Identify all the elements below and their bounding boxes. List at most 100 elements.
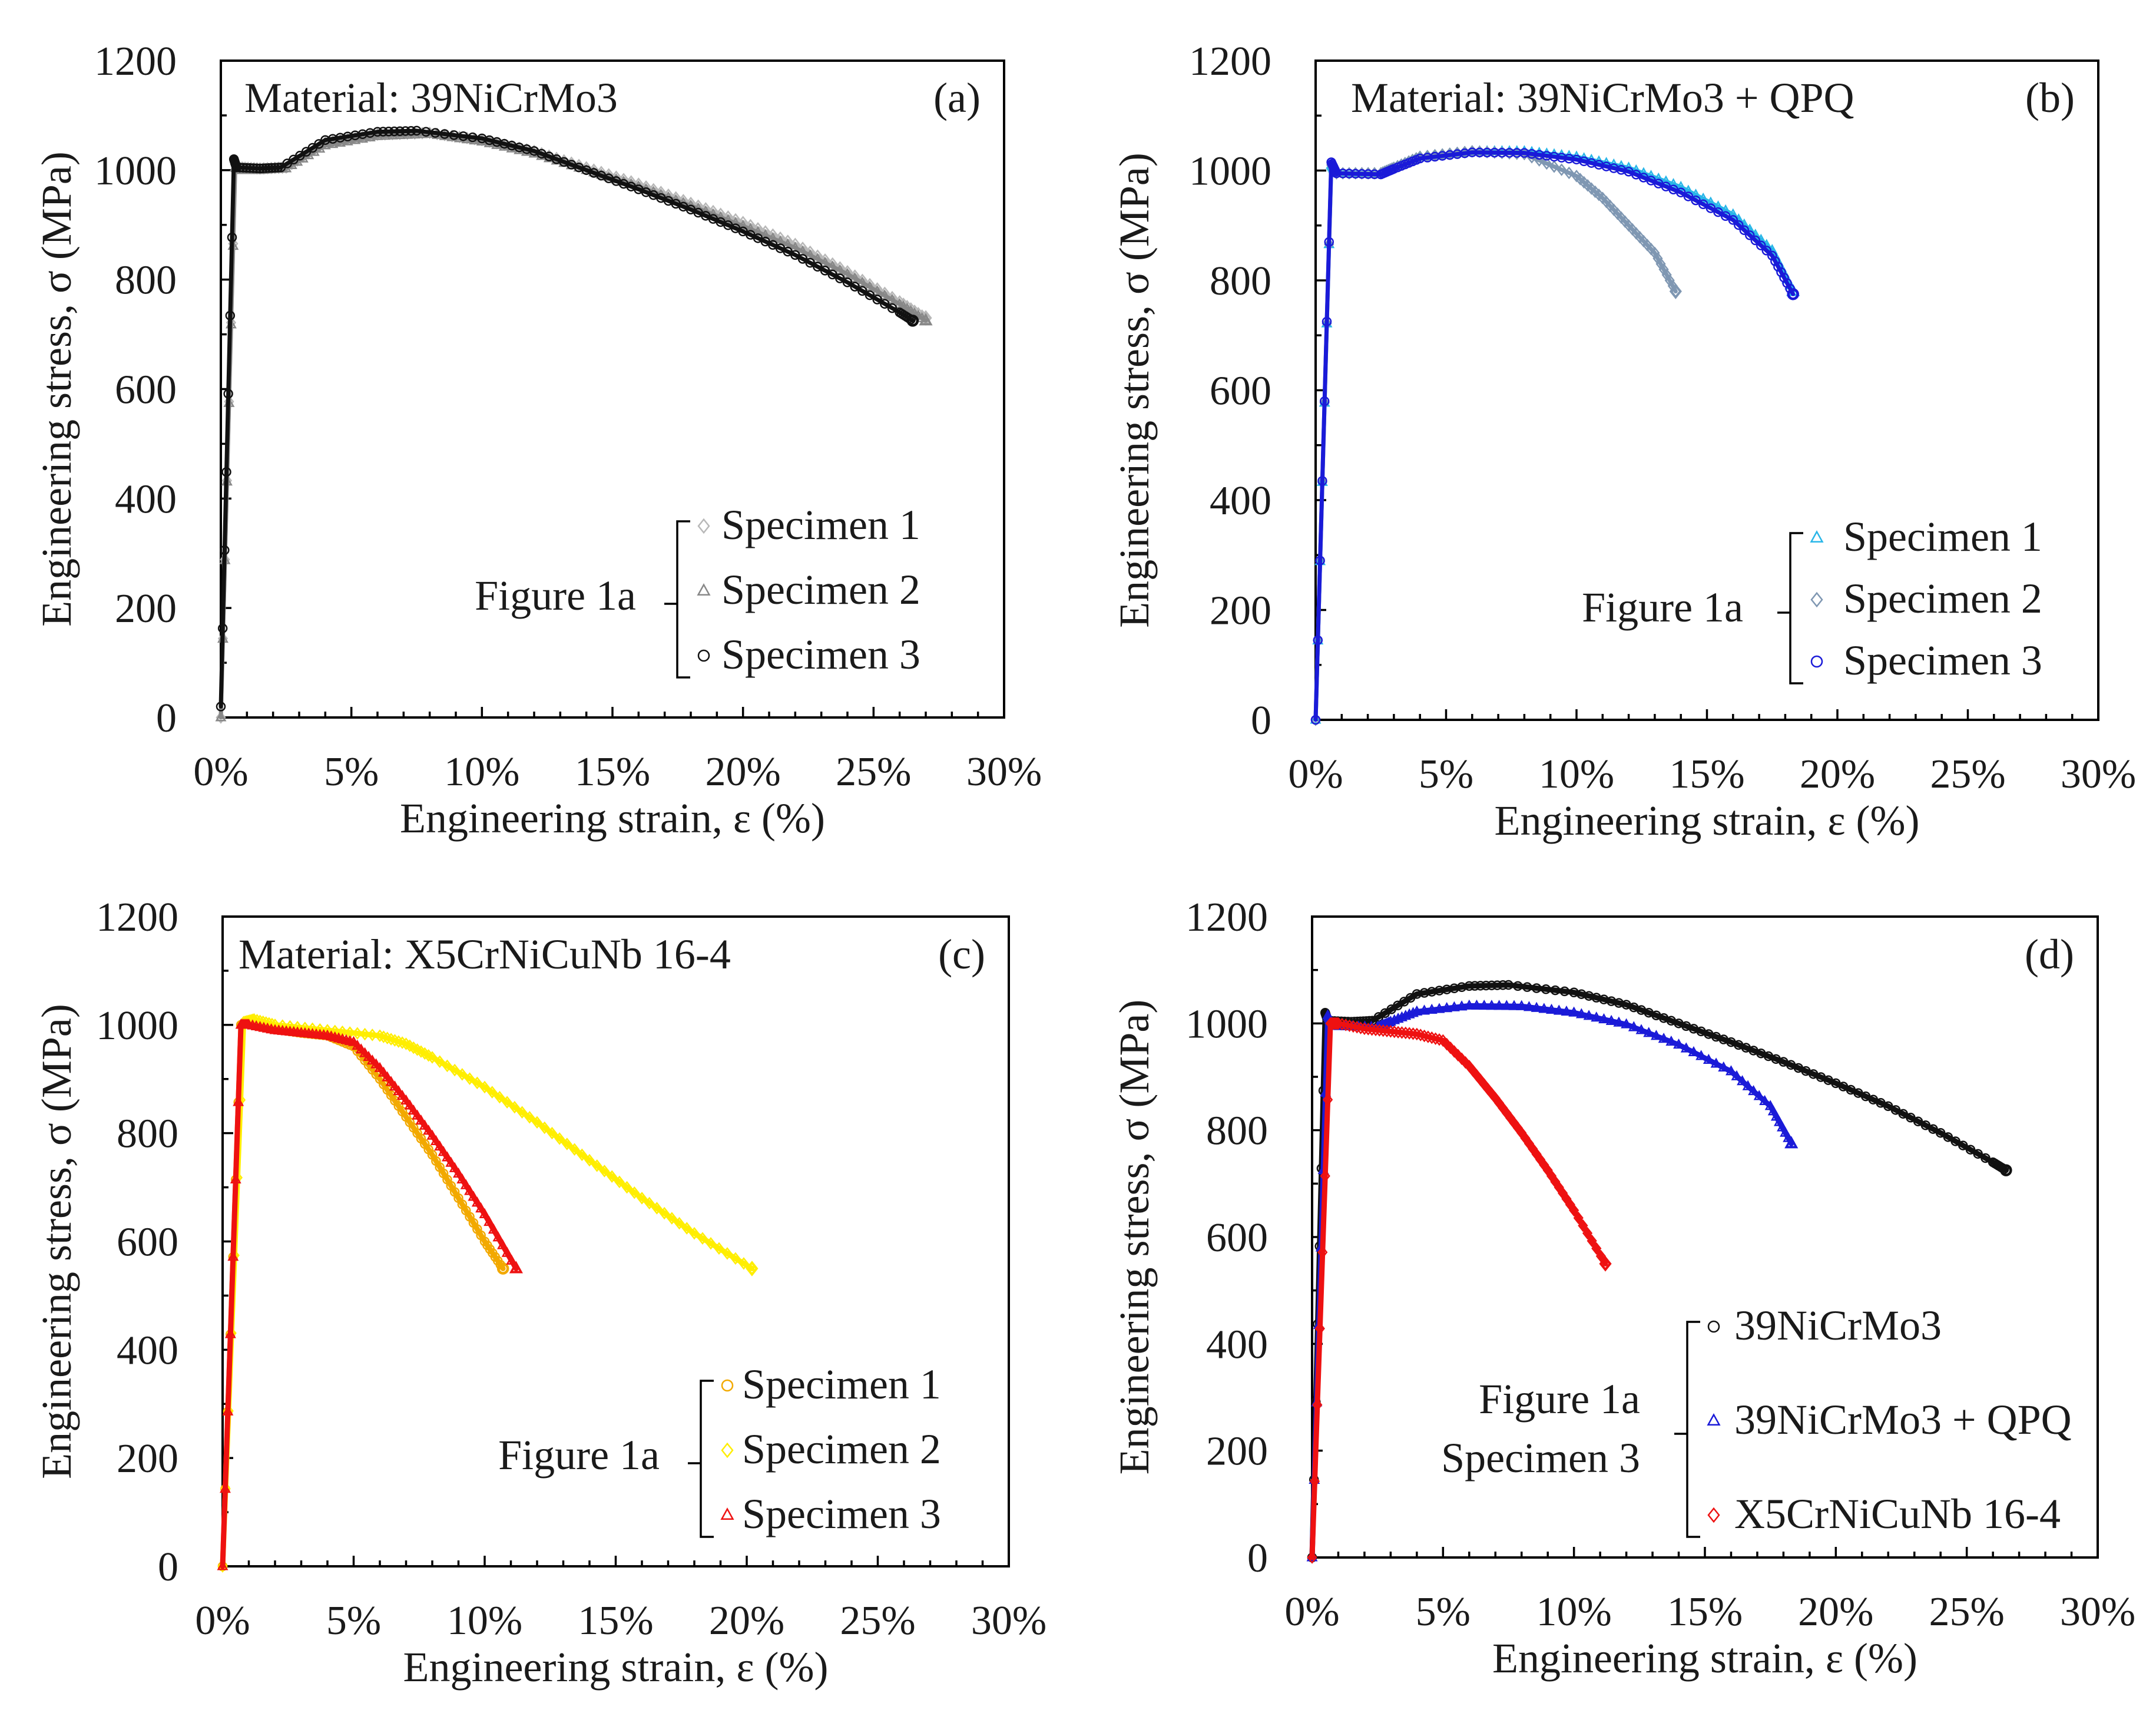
legend: Figure 1a Specimen 1 Specimen 2 Specimen 3 (498, 1361, 941, 1538)
data-point (400, 126, 410, 136)
y-tick-label: 400 (117, 1328, 178, 1373)
data-point (592, 1159, 602, 1172)
data-point (372, 127, 383, 137)
data-point (492, 1231, 504, 1242)
data-point (1357, 168, 1367, 179)
data-point (1935, 1127, 1946, 1138)
data-point (231, 162, 241, 173)
data-point (1317, 1246, 1328, 1259)
chart-d-svg: 0 200 400 600 800 1000 1200 0% 5% 10% 15% 20% 25% 30%… (1111, 895, 2135, 1682)
data-point (1489, 147, 1500, 158)
data-point (1333, 1017, 1344, 1030)
data-point (1322, 316, 1332, 327)
data-point (1776, 267, 1786, 277)
data-point (435, 1055, 445, 1068)
y-tick-label: 1000 (1189, 149, 1271, 194)
data-point (352, 1027, 363, 1040)
data-point (1315, 555, 1325, 566)
data-point (1481, 980, 1491, 991)
y-tick-label: 0 (1251, 698, 1271, 743)
data-point (427, 1051, 438, 1064)
data-point (1426, 1031, 1437, 1044)
data-point (850, 282, 860, 292)
data-point (1559, 986, 1570, 997)
data-point (1739, 225, 1750, 235)
data-point (498, 1264, 508, 1274)
data-point (689, 1226, 700, 1240)
x-tick-label: 30% (966, 749, 1042, 795)
data-point (1516, 1000, 1528, 1010)
legend-group-label-line2: Specimen 3 (1441, 1434, 1640, 1481)
panel-label: (b) (2025, 74, 2075, 121)
data-point (1690, 189, 1701, 199)
data-point (227, 1251, 239, 1261)
data-point (1482, 147, 1492, 158)
data-point (1553, 1004, 1565, 1015)
legend-marker (1810, 655, 1823, 668)
y-tick-label: 400 (1206, 1322, 1268, 1367)
data-point (225, 310, 236, 320)
data-point (1720, 211, 1731, 221)
data-point (547, 1126, 558, 1140)
y-axis-label: Engineering stress, σ (MPa) (33, 1004, 80, 1479)
data-point (1497, 148, 1507, 158)
data-point (872, 285, 883, 296)
data-point (409, 128, 420, 139)
y-tick-label: 1000 (96, 1003, 178, 1049)
y-axis-label: Engineering stress, σ (MPa) (33, 151, 80, 627)
data-point (1745, 230, 1755, 240)
data-point (1600, 1257, 1611, 1271)
data-point (1569, 1203, 1579, 1217)
data-point (464, 1185, 476, 1195)
series-specimen-2 (1310, 145, 1682, 726)
data-point (532, 1116, 542, 1129)
data-point (1392, 1013, 1404, 1023)
data-point (475, 1202, 487, 1213)
data-point (1426, 1003, 1438, 1014)
data-point (659, 1206, 670, 1220)
data-point (1441, 1002, 1453, 1013)
data-point (1575, 1008, 1587, 1018)
y-axis-label: Engineering stress, σ (MPa) (1111, 1000, 1158, 1475)
data-point (1344, 1019, 1355, 1032)
data-point (1943, 1132, 1953, 1142)
data-point (1448, 1001, 1460, 1011)
data-point (383, 127, 394, 137)
x-tick-label: 25% (836, 749, 911, 795)
data-point (813, 262, 823, 272)
data-point (1307, 1551, 1317, 1564)
data-point (1411, 1005, 1423, 1016)
data-point (1759, 1094, 1771, 1105)
data-point (1464, 981, 1475, 991)
data-point (396, 1090, 408, 1100)
data-point (449, 130, 459, 140)
data-point (488, 1223, 499, 1234)
data-point (245, 163, 255, 173)
data-point (1470, 981, 1480, 991)
legend-entry: Specimen 3 (721, 631, 920, 678)
data-point (220, 545, 230, 555)
data-point (790, 250, 800, 260)
data-point (1541, 984, 1551, 994)
data-point (1720, 204, 1731, 214)
legend: Figure 1a Specimen 1 Specimen 2 Specimen 3 (475, 501, 920, 679)
data-point (497, 1239, 508, 1249)
legend-entry: Specimen 3 (742, 1490, 941, 1537)
data-point (1363, 1023, 1373, 1036)
data-point (1595, 1249, 1607, 1263)
data-point (1727, 208, 1739, 219)
series-specimen-3 (217, 1018, 523, 1570)
x-tick-label: 25% (1930, 752, 2005, 797)
data-point (1742, 1080, 1754, 1090)
data-point (1665, 1036, 1677, 1046)
data-point (479, 1208, 491, 1219)
end-point (1669, 283, 1682, 299)
data-point (363, 1050, 375, 1061)
y-tick-label: 800 (1206, 1109, 1268, 1154)
x-tick-label: 15% (1669, 752, 1744, 797)
data-point (1503, 980, 1513, 990)
data-point (524, 1110, 535, 1124)
data-point (1761, 246, 1772, 256)
data-point (393, 1085, 405, 1096)
data-point (2001, 1165, 2011, 1175)
